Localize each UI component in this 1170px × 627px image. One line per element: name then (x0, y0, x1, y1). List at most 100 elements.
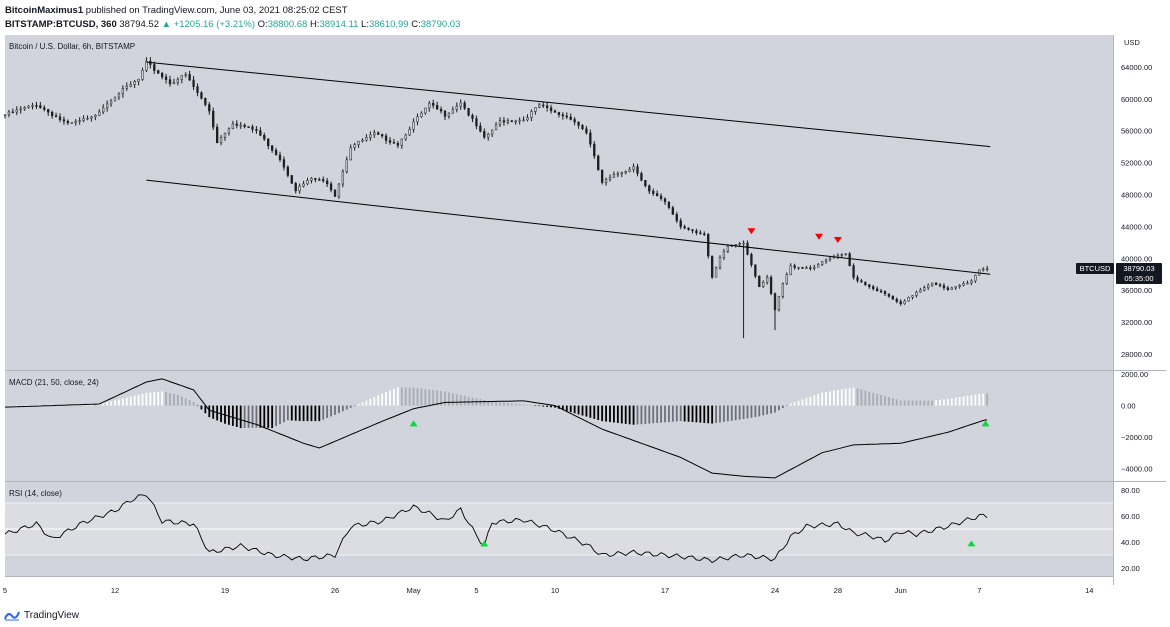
candle-body (357, 140, 360, 145)
up-marker (981, 420, 990, 427)
candle-body (377, 132, 380, 135)
candle-body (208, 104, 211, 112)
candle-body (90, 116, 93, 119)
rsi-tick-label: 20.00 (1121, 564, 1140, 573)
candle-body (769, 276, 773, 294)
candle-body (251, 126, 254, 130)
time-tick-label: Jun (895, 586, 907, 595)
histogram-bar (251, 405, 254, 428)
candle-body (852, 265, 855, 278)
histogram-bar (145, 392, 148, 406)
tradingview-footer[interactable]: TradingView (4, 608, 79, 622)
histogram-bar (31, 405, 34, 406)
macd-tick-label: 2000.00 (1121, 370, 1148, 379)
author-name[interactable]: BitcoinMaximus1 (5, 5, 84, 16)
histogram-bar (326, 405, 329, 418)
histogram-bar (133, 395, 136, 406)
candle-body (3, 114, 7, 117)
histogram-bar (94, 404, 97, 406)
histogram-bar (919, 400, 922, 406)
histogram-bar (129, 396, 132, 406)
histogram-bar (907, 400, 910, 406)
rsi-pane-title: RSI (14, close) (9, 489, 62, 498)
candle-body (974, 274, 977, 282)
candle-body (813, 266, 816, 269)
candle-body (510, 120, 513, 122)
histogram-bar (98, 404, 101, 406)
candle-body (388, 140, 392, 143)
candle-body (915, 291, 918, 296)
histogram-bar (927, 400, 930, 406)
histogram-bar (797, 400, 800, 406)
last-price-label: 38790.03 (1123, 264, 1154, 273)
histogram-bar (726, 405, 729, 422)
histogram-bar (4, 405, 6, 407)
symbol-tag (1076, 262, 1114, 274)
histogram-bar (400, 387, 403, 406)
histogram-bar (522, 404, 525, 406)
candle-body (325, 180, 329, 185)
tradingview-logo-icon (4, 611, 20, 621)
histogram-bar (931, 400, 934, 406)
histogram-bar (506, 403, 509, 406)
histogram-bar (279, 405, 281, 425)
candle-body (714, 267, 718, 278)
histogram-bar (565, 405, 568, 412)
histogram-bar (974, 394, 977, 406)
histogram-bar (840, 389, 843, 406)
candle-body (278, 154, 282, 160)
histogram-bar (361, 402, 364, 406)
candle-body (864, 281, 867, 285)
histogram-bar (958, 397, 961, 406)
channel-upper-line (146, 61, 991, 148)
histogram-bar (982, 393, 985, 406)
candle-body (608, 177, 612, 180)
histogram-bar (294, 405, 297, 421)
candle-body (282, 159, 286, 168)
candle-body (868, 284, 871, 287)
time-tick-label: 24 (771, 586, 779, 595)
histogram-bar (750, 405, 753, 418)
histogram-bar (569, 405, 572, 413)
time-tick-label: 19 (221, 586, 229, 595)
candle-body (801, 267, 804, 269)
histogram-bar (833, 390, 835, 406)
candle-body (809, 267, 812, 269)
histogram-bar (290, 405, 293, 421)
histogram-bar (302, 405, 305, 422)
rsi-tick-label: 80.00 (1121, 486, 1140, 495)
candle-body (451, 108, 455, 114)
candle-body (483, 131, 486, 138)
histogram-bar (381, 393, 384, 406)
histogram-bar (459, 395, 462, 406)
candle-body (105, 103, 109, 109)
histogram-bar (228, 405, 230, 425)
histogram-bar (778, 405, 780, 411)
candle-body (746, 242, 749, 255)
histogram-bar (137, 394, 140, 406)
histogram-bar (864, 390, 867, 406)
histogram-bar (483, 399, 486, 406)
candle-body (396, 143, 400, 146)
histogram-bar (451, 393, 454, 406)
down-marker (815, 233, 823, 240)
histogram-bar (495, 401, 497, 406)
candle-body (408, 129, 411, 136)
symbol-interval[interactable]: BITSTAMP:BTCUSD, 360 (5, 19, 117, 30)
histogram-bar (624, 405, 627, 424)
candle-body (545, 105, 549, 109)
high-value: 38914.11 (319, 19, 359, 30)
candle-body (463, 102, 466, 109)
candle-body (70, 122, 73, 124)
candle-body (294, 183, 297, 192)
histogram-bar (424, 389, 427, 406)
histogram-bar (448, 392, 450, 406)
histogram-bar (487, 400, 490, 406)
candle-body (923, 287, 926, 291)
candle-body (223, 132, 227, 138)
histogram-bar (589, 405, 592, 418)
histogram-bar (664, 405, 666, 423)
histogram-bar (746, 405, 749, 419)
candle-body (620, 172, 623, 175)
